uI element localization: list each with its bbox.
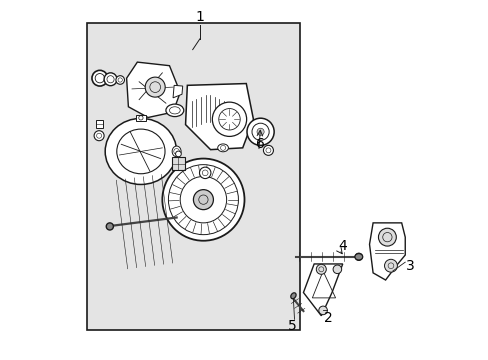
Bar bbox=[95, 120, 103, 128]
Circle shape bbox=[116, 76, 124, 84]
Circle shape bbox=[106, 223, 113, 230]
Circle shape bbox=[104, 73, 117, 86]
Ellipse shape bbox=[354, 253, 362, 260]
Polygon shape bbox=[185, 84, 253, 150]
Circle shape bbox=[199, 167, 210, 179]
Bar bbox=[135, 114, 146, 121]
Circle shape bbox=[332, 265, 341, 274]
Polygon shape bbox=[173, 85, 183, 98]
Circle shape bbox=[180, 176, 226, 223]
Polygon shape bbox=[172, 157, 184, 170]
Circle shape bbox=[92, 70, 107, 86]
Text: 6: 6 bbox=[256, 137, 264, 151]
Circle shape bbox=[316, 264, 325, 274]
Ellipse shape bbox=[165, 104, 183, 117]
Circle shape bbox=[318, 306, 326, 315]
Text: 5: 5 bbox=[288, 319, 297, 333]
Circle shape bbox=[384, 259, 397, 272]
Circle shape bbox=[162, 158, 244, 241]
Text: 2: 2 bbox=[324, 311, 332, 324]
Polygon shape bbox=[126, 62, 180, 117]
Text: 3: 3 bbox=[406, 259, 414, 273]
Text: 1: 1 bbox=[195, 10, 204, 24]
Bar bbox=[87, 23, 299, 330]
Ellipse shape bbox=[217, 144, 228, 152]
Polygon shape bbox=[303, 264, 342, 316]
Circle shape bbox=[354, 253, 362, 260]
Text: 4: 4 bbox=[338, 239, 346, 253]
Ellipse shape bbox=[290, 293, 295, 299]
Circle shape bbox=[257, 128, 264, 135]
Ellipse shape bbox=[105, 118, 176, 184]
Circle shape bbox=[378, 228, 395, 246]
Circle shape bbox=[193, 190, 213, 210]
Ellipse shape bbox=[172, 146, 181, 157]
Circle shape bbox=[175, 151, 181, 157]
Circle shape bbox=[212, 102, 246, 136]
Circle shape bbox=[145, 77, 165, 97]
Circle shape bbox=[246, 118, 274, 145]
Circle shape bbox=[94, 131, 104, 141]
Circle shape bbox=[263, 145, 273, 156]
Polygon shape bbox=[369, 223, 405, 280]
